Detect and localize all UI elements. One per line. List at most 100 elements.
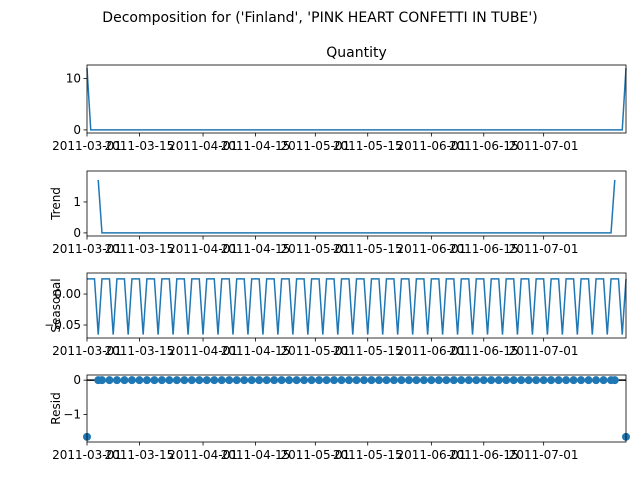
resid-point bbox=[135, 376, 144, 385]
resid-point bbox=[502, 376, 511, 385]
resid-point bbox=[165, 376, 174, 385]
resid-point bbox=[592, 376, 601, 385]
resid-point bbox=[472, 376, 481, 385]
resid-point bbox=[270, 376, 279, 385]
resid-point bbox=[187, 376, 196, 385]
resid-point bbox=[359, 376, 368, 385]
resid-point bbox=[337, 376, 346, 385]
x-tick-label: 2011-05-15 bbox=[333, 448, 403, 462]
resid-point bbox=[404, 376, 413, 385]
x-tick-label: 2011-04-15 bbox=[221, 344, 291, 358]
x-tick-label: 2011-06-15 bbox=[449, 448, 519, 462]
x-tick-label: 2011-07-01 bbox=[509, 139, 579, 153]
figure-suptitle: Decomposition for ('Finland', 'PINK HEAR… bbox=[102, 10, 537, 26]
panel-2: Trend012011-03-012011-03-152011-04-01201… bbox=[49, 170, 627, 256]
resid-point bbox=[157, 376, 166, 385]
x-tick-label: 2011-07-01 bbox=[509, 344, 579, 358]
series-line bbox=[86, 68, 627, 131]
resid-point bbox=[412, 376, 421, 385]
resid-point bbox=[180, 376, 189, 385]
resid-point bbox=[479, 376, 488, 385]
resid-point bbox=[232, 376, 241, 385]
resid-point bbox=[127, 376, 136, 385]
resid-point bbox=[584, 376, 593, 385]
resid-point bbox=[517, 376, 526, 385]
x-tick-label: 2011-05-15 bbox=[333, 242, 403, 256]
resid-point bbox=[397, 376, 406, 385]
y-tick-label: −0.05 bbox=[44, 318, 81, 332]
y-tick-label: 0 bbox=[73, 373, 81, 387]
resid-point bbox=[292, 376, 301, 385]
x-tick-label: 2011-05-01 bbox=[280, 242, 350, 256]
x-tick-label: 2011-04-15 bbox=[221, 139, 291, 153]
x-tick-label: 2011-04-01 bbox=[168, 344, 238, 358]
resid-point bbox=[382, 376, 391, 385]
resid-point bbox=[330, 376, 339, 385]
resid-point bbox=[105, 376, 114, 385]
panel-1: Quantity 0 10 2011-03-012011-03-152011-04-0… bbox=[52, 45, 627, 153]
x-tick-label: 2011-05-01 bbox=[280, 448, 350, 462]
resid-point bbox=[389, 376, 398, 385]
x-tick-label: 2011-04-15 bbox=[221, 448, 291, 462]
resid-point bbox=[195, 376, 204, 385]
panels: Quantity0102011-03-012011-03-152011-04-0… bbox=[44, 45, 630, 462]
panel-title: Quantity bbox=[326, 45, 387, 61]
resid-point bbox=[577, 376, 586, 385]
resid-point bbox=[352, 376, 361, 385]
resid-point bbox=[449, 376, 458, 385]
y-axis-label: Resid bbox=[49, 392, 63, 424]
x-tick-label: 2011-04-15 bbox=[221, 242, 291, 256]
resid-point bbox=[112, 376, 121, 385]
resid-point bbox=[374, 376, 383, 385]
panel-3: Seasonal0.00−0.052011-03-012011-03-15201… bbox=[44, 272, 627, 358]
x-tick-label: 2011-05-01 bbox=[280, 344, 350, 358]
y-tick-label: 1 bbox=[73, 195, 81, 209]
resid-point bbox=[464, 376, 473, 385]
resid-point bbox=[427, 376, 436, 385]
resid-point bbox=[367, 376, 376, 385]
x-tick-label: 2011-06-15 bbox=[449, 139, 519, 153]
resid-point bbox=[345, 376, 354, 385]
resid-point bbox=[262, 376, 271, 385]
y-tick-label: −1 bbox=[63, 408, 81, 422]
resid-point bbox=[569, 376, 578, 385]
resid-point bbox=[442, 376, 451, 385]
resid-point bbox=[285, 376, 294, 385]
x-tick-label: 2011-03-01 bbox=[52, 448, 122, 462]
resid-point bbox=[217, 376, 226, 385]
resid-point bbox=[315, 376, 324, 385]
x-tick-label: 2011-06-01 bbox=[396, 344, 466, 358]
seasonal-line bbox=[87, 278, 627, 335]
resid-point bbox=[300, 376, 309, 385]
y-axis-label: Seasonal bbox=[49, 278, 63, 332]
resid-point bbox=[172, 376, 181, 385]
y-axis-label: Trend bbox=[49, 187, 63, 221]
y-tick-label: 10 bbox=[66, 71, 81, 85]
panel-frame bbox=[86, 64, 627, 134]
x-tick-label: 2011-05-01 bbox=[280, 139, 350, 153]
panel-4: Resid0−12011-03-012011-03-152011-04-0120… bbox=[49, 373, 630, 462]
resid-point bbox=[509, 376, 518, 385]
resid-point bbox=[202, 376, 211, 385]
x-tick-label: 2011-06-15 bbox=[449, 242, 519, 256]
resid-point bbox=[547, 376, 556, 385]
x-tick-label: 2011-04-01 bbox=[168, 242, 238, 256]
x-tick-label: 2011-03-15 bbox=[105, 448, 175, 462]
panel-frame bbox=[86, 272, 627, 339]
resid-point bbox=[562, 376, 571, 385]
x-tick-label: 2011-04-01 bbox=[168, 448, 238, 462]
resid-point bbox=[255, 376, 264, 385]
resid-point bbox=[322, 376, 331, 385]
resid-point bbox=[434, 376, 443, 385]
x-tick-label: 2011-03-15 bbox=[105, 344, 175, 358]
x-tick-label: 2011-05-15 bbox=[333, 139, 403, 153]
resid-point bbox=[539, 376, 548, 385]
x-tick-label: 2011-07-01 bbox=[509, 242, 579, 256]
resid-point bbox=[494, 376, 503, 385]
panel-frame bbox=[86, 170, 627, 237]
resid-point bbox=[487, 376, 496, 385]
resid-point bbox=[457, 376, 466, 385]
resid-point bbox=[307, 376, 316, 385]
resid-point bbox=[599, 376, 608, 385]
